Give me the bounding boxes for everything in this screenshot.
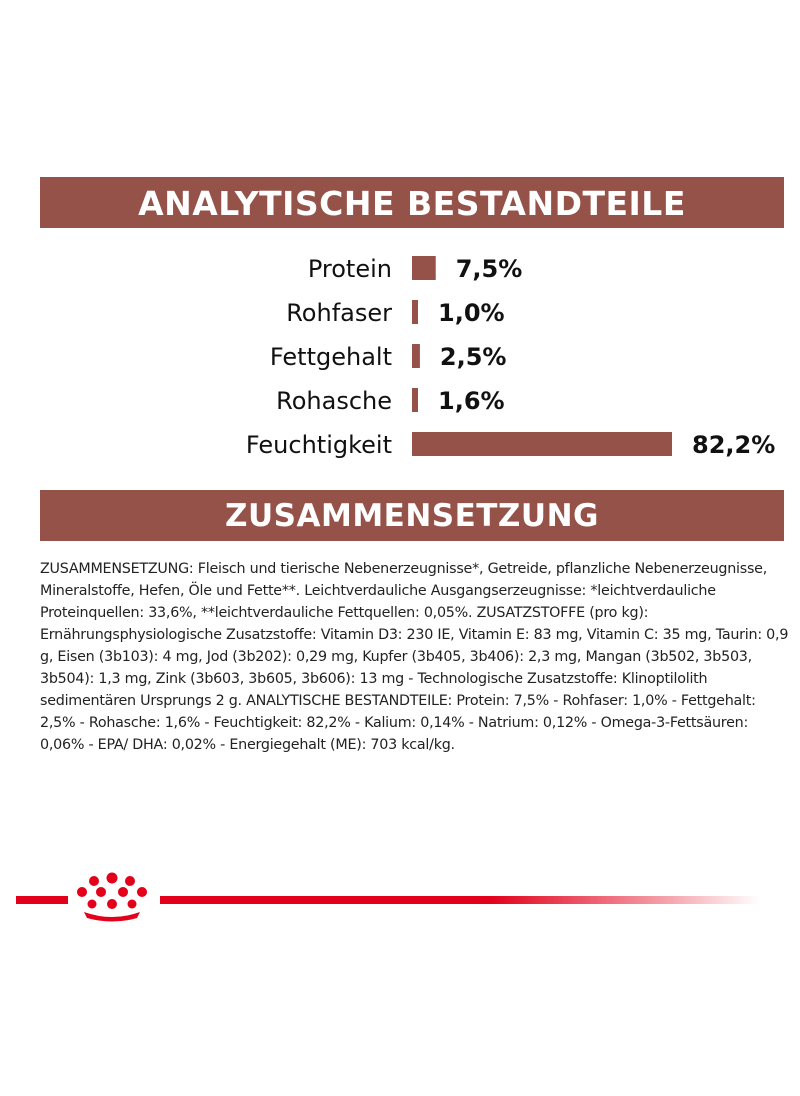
bar-label: Protein (308, 255, 392, 283)
footer-red-line-left (16, 896, 68, 904)
composition-paragraph: ZUSAMMENSETZUNG: Fleisch und tierische N… (40, 561, 789, 753)
bar-value-label: 1,0% (438, 299, 505, 327)
bar (412, 300, 418, 324)
bar-value-label: 82,2% (692, 431, 775, 459)
analytics-bar-chart: Protein 7,5% Rohfaser 1,0% Fettgehalt 2,5% Roh… (246, 255, 775, 459)
bar (412, 344, 420, 368)
bar-label: Rohasche (276, 387, 392, 415)
composition-heading-banner: ZUSAMMENSETZUNG (40, 490, 784, 541)
royal-canin-crown-icon (77, 872, 147, 922)
composition-heading: ZUSAMMENSETZUNG (225, 498, 599, 534)
analytics-heading-banner: ANALYTISCHE BESTANDTEILE (40, 177, 784, 228)
bar-label: Fettgehalt (270, 343, 392, 371)
bar (412, 256, 436, 280)
footer-red-line-right (160, 896, 760, 904)
bar (412, 432, 672, 456)
bar-value-label: 1,6% (438, 387, 505, 415)
analytics-heading: ANALYTISCHE BESTANDTEILE (138, 184, 686, 223)
bar-value-label: 2,5% (440, 343, 507, 371)
bar (412, 388, 418, 412)
bar-value-label: 7,5% (456, 255, 523, 283)
bar-label: Feuchtigkeit (246, 431, 392, 459)
bar-label: Rohfaser (286, 299, 392, 327)
